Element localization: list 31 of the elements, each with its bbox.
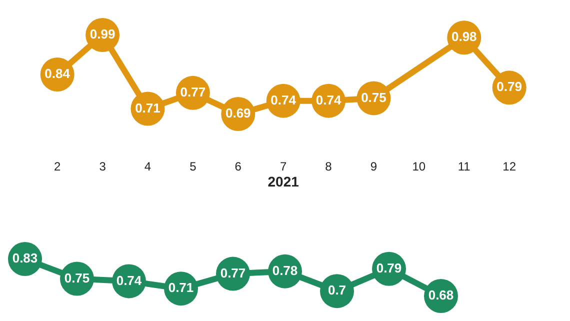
- data-label: 0.77: [220, 265, 246, 280]
- data-label: 0.7: [328, 282, 346, 298]
- x-tick-label: 6: [234, 160, 242, 174]
- data-label: 0.69: [225, 106, 251, 121]
- data-label: 0.75: [361, 90, 386, 105]
- data-label: 0.71: [135, 100, 160, 116]
- data-label: 0.79: [496, 79, 522, 94]
- data-label: 0.99: [90, 26, 116, 42]
- data-label: 0.71: [168, 280, 194, 296]
- data-label: 0.79: [376, 260, 402, 276]
- x-tick-label: 5: [190, 160, 197, 174]
- data-label: 0.75: [64, 270, 90, 286]
- data-label: 0.68: [428, 288, 454, 303]
- x-tick-label: 3: [99, 160, 106, 174]
- data-label: 0.84: [44, 66, 71, 82]
- x-tick-label: 11: [458, 160, 471, 174]
- x-tick-label: 9: [370, 160, 378, 174]
- x-tick-label: 8: [325, 160, 332, 174]
- x-tick-label: 10: [412, 160, 426, 174]
- data-label: 0.74: [116, 272, 142, 288]
- x-tick-label: 12: [502, 160, 516, 174]
- x-axis-title: 2021: [268, 173, 300, 190]
- data-label: 0.83: [12, 250, 38, 266]
- data-label: 0.98: [451, 29, 477, 44]
- data-label: 0.74: [316, 92, 342, 108]
- x-tick-label: 7: [280, 160, 287, 174]
- x-tick-label: 4: [144, 160, 152, 174]
- x-tick-label: 2: [54, 160, 61, 174]
- data-label: 0.74: [270, 92, 297, 108]
- data-label: 0.78: [272, 262, 298, 278]
- data-label: 0.77: [180, 84, 206, 100]
